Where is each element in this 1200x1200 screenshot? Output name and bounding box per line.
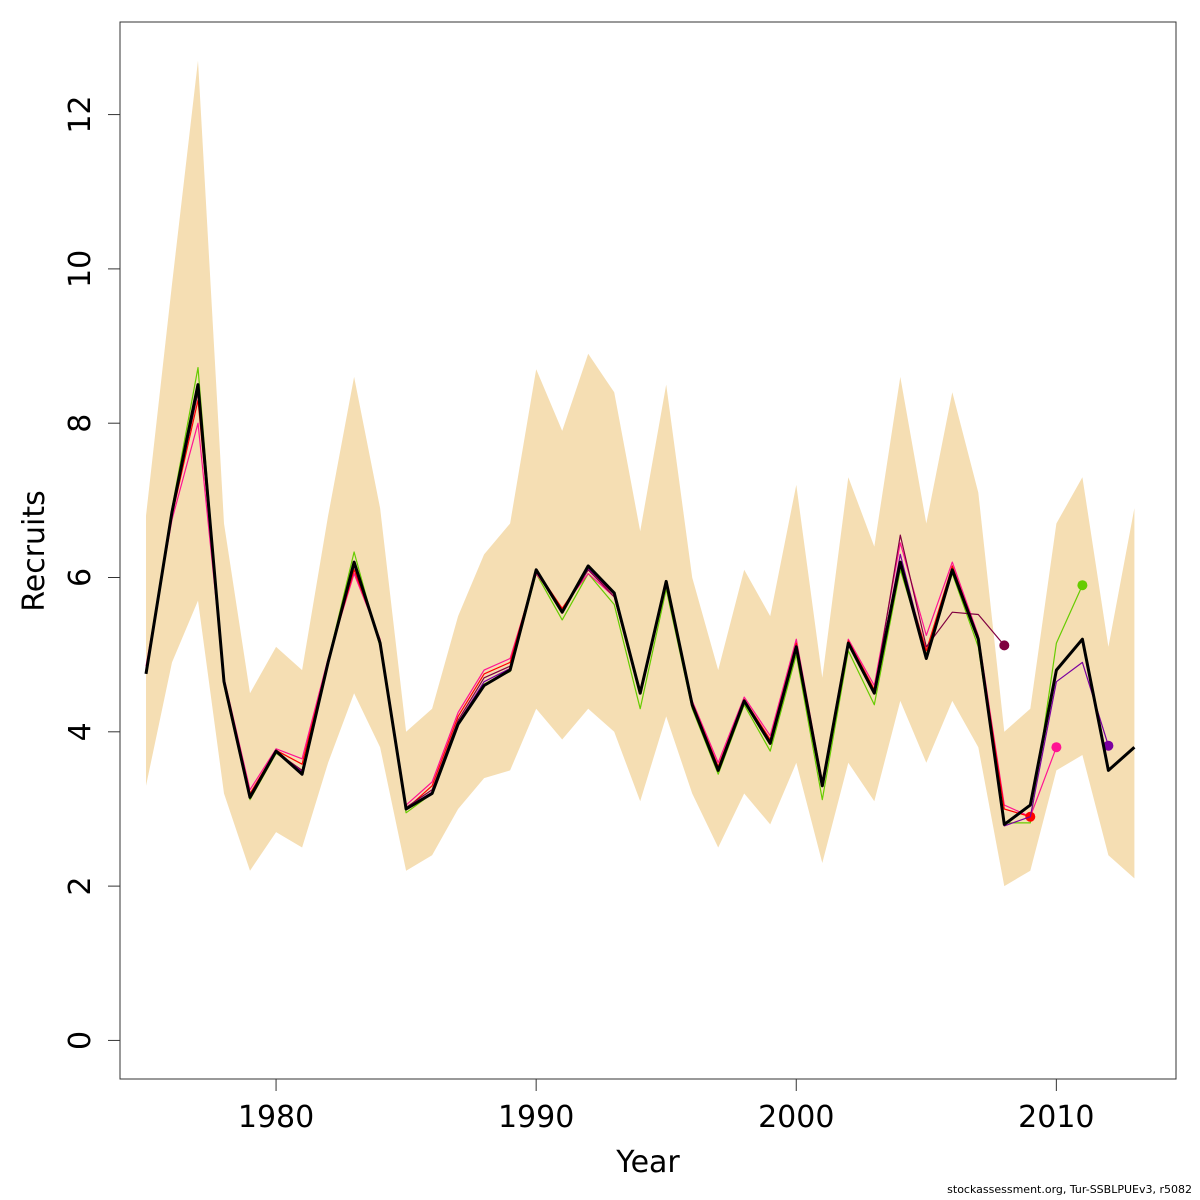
series-line-0 [144,383,1136,826]
x-tick-label: 2000 [758,1100,834,1135]
y-tick-label: 12 [63,95,98,133]
y-tick-label: 0 [63,1031,98,1050]
y-axis: 0 2 4 6 8 10 12 [63,95,121,1050]
y-tick-label: 6 [63,568,98,587]
y-tick-label: 4 [63,722,98,741]
series-endpoint-5 [1103,740,1114,751]
x-tick-label: 1990 [498,1100,574,1135]
series-endpoint-1 [1077,580,1088,591]
x-tick-label: 1980 [238,1100,314,1135]
x-axis-title: Year [615,1145,680,1180]
series-line-2 [145,422,1057,818]
y-tick-label: 10 [63,250,98,288]
series-layer [144,367,1136,827]
series-endpoint-2 [1051,742,1062,753]
series-endpoint-4 [999,640,1010,651]
footer-credit: stockassessment.org, Tur-SSBLPUEv3, r508… [947,1183,1192,1196]
x-axis: 1980 1990 2000 2010 [238,1078,1095,1135]
plot-area [119,21,1177,1080]
y-tick-label: 2 [63,877,98,896]
confidence-band [146,60,1135,887]
y-axis-title: Recruits [17,490,52,612]
x-tick-label: 2010 [1018,1100,1094,1135]
y-tick-label: 8 [63,414,98,433]
